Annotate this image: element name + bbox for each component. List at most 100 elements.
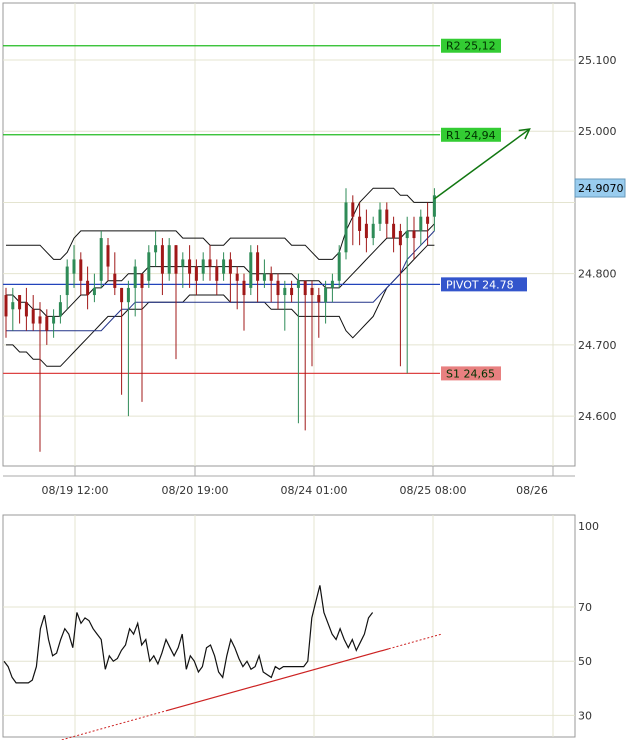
current-price-badge xyxy=(574,178,626,198)
candle-body xyxy=(358,216,362,231)
bollinger-upper xyxy=(6,187,435,260)
candle-body xyxy=(249,252,253,288)
candles xyxy=(4,188,436,452)
level-label-box xyxy=(441,127,501,142)
candle-body xyxy=(58,302,62,317)
level-label-box xyxy=(441,366,501,381)
candle-body xyxy=(31,309,35,324)
candle-body xyxy=(317,295,321,303)
candle-body xyxy=(378,209,382,224)
candle-body xyxy=(147,252,151,281)
current-price-box: 24.9070 xyxy=(574,178,626,198)
candle-body xyxy=(154,245,158,253)
trendline-dashed xyxy=(59,710,167,740)
candle-body xyxy=(160,245,164,274)
level-labels: R2 25,12 R1 24,94 PIVOT 24.78 S1 24,65 xyxy=(441,38,527,381)
arrow-head xyxy=(518,128,531,140)
candle-body xyxy=(303,280,307,296)
candle-body xyxy=(290,287,294,296)
level-label: PIVOT 24.78 xyxy=(446,278,514,291)
pivot-levels xyxy=(3,45,440,374)
y-tick-label: 25.000 xyxy=(578,125,617,138)
osc-y-tick-label: 30 xyxy=(578,709,592,722)
candle-body xyxy=(405,230,409,239)
candle-body xyxy=(86,280,90,296)
candle-body xyxy=(283,287,287,296)
candle-body xyxy=(174,245,178,274)
candle-body xyxy=(385,209,389,224)
oscillator-line xyxy=(3,585,374,684)
osc-y-tick-label: 70 xyxy=(578,601,592,614)
price-y-axis: 25.100 25.000 24.800 24.700 24.600 xyxy=(578,54,617,423)
candle-body xyxy=(222,259,226,274)
oscillator-panel-frame xyxy=(2,514,576,738)
candle-body xyxy=(256,252,260,281)
bollinger-middle xyxy=(6,223,435,317)
x-tick-label: 08/19 12:00 xyxy=(42,484,109,497)
projection-arrow xyxy=(433,128,531,200)
oscillator-series xyxy=(3,585,374,684)
trendline-solid xyxy=(165,648,389,712)
candle-body xyxy=(351,202,355,217)
x-tick-label: 08/25 08:00 xyxy=(400,484,467,497)
candle-body xyxy=(92,287,96,296)
candle-body xyxy=(371,223,375,239)
level-label-box xyxy=(441,38,501,53)
candle-body xyxy=(38,316,42,324)
candle-body xyxy=(432,195,436,217)
candle-body xyxy=(201,259,205,274)
bollinger-lower xyxy=(6,244,435,367)
y-tick-label: 25.100 xyxy=(578,54,617,67)
candle-body xyxy=(310,287,314,296)
candle-body xyxy=(235,273,239,281)
candle-body xyxy=(330,280,334,288)
candle-body xyxy=(24,302,28,317)
candle-body xyxy=(65,266,69,296)
arrow-shaft xyxy=(433,128,531,200)
candle-body xyxy=(106,245,110,267)
candle-body xyxy=(296,280,300,288)
current-price-label: 24.9070 xyxy=(578,182,624,195)
moving-average xyxy=(6,230,435,332)
oscillator-y-axis: 100 70 50 30 xyxy=(578,520,599,723)
y-tick-label: 24.600 xyxy=(578,410,617,423)
candle-body xyxy=(113,273,117,288)
oscillator-trendline xyxy=(59,633,442,740)
candle-body xyxy=(262,273,266,281)
candle-body xyxy=(364,223,368,239)
candle-body xyxy=(52,316,56,324)
candle-body xyxy=(426,216,430,224)
candle-body xyxy=(194,266,198,281)
level-label-box xyxy=(441,277,527,292)
candle-body xyxy=(140,273,144,288)
candle-body xyxy=(133,266,137,288)
trendline-dashed xyxy=(388,633,442,650)
candle-body xyxy=(344,202,348,253)
candle-body xyxy=(11,302,15,310)
y-tick-label: 24.800 xyxy=(578,268,617,281)
candle-body xyxy=(228,259,232,274)
candle-body xyxy=(181,259,185,267)
time-axis: 08/19 12:00 08/20 19:00 08/24 01:00 08/25 0… xyxy=(42,466,554,497)
candle-body xyxy=(72,259,76,274)
candle-body xyxy=(4,295,8,317)
level-label: S1 24,65 xyxy=(446,367,495,380)
candle-body xyxy=(188,259,192,274)
x-tick-label: 08/20 19:00 xyxy=(162,484,229,497)
candle-body xyxy=(120,287,124,303)
candle-body xyxy=(126,287,130,303)
level-label: R1 24,94 xyxy=(446,129,496,142)
candle-body xyxy=(398,230,402,246)
level-label: R2 25,12 xyxy=(446,40,496,53)
candle-body xyxy=(412,230,416,239)
candle-body xyxy=(269,273,273,281)
candle-body xyxy=(99,238,103,281)
candle-body xyxy=(419,216,423,231)
candle-body xyxy=(167,245,171,274)
candle-body xyxy=(215,266,219,281)
candle-body xyxy=(324,287,328,303)
y-tick-label: 24.700 xyxy=(578,339,617,352)
candle-body xyxy=(337,252,341,281)
